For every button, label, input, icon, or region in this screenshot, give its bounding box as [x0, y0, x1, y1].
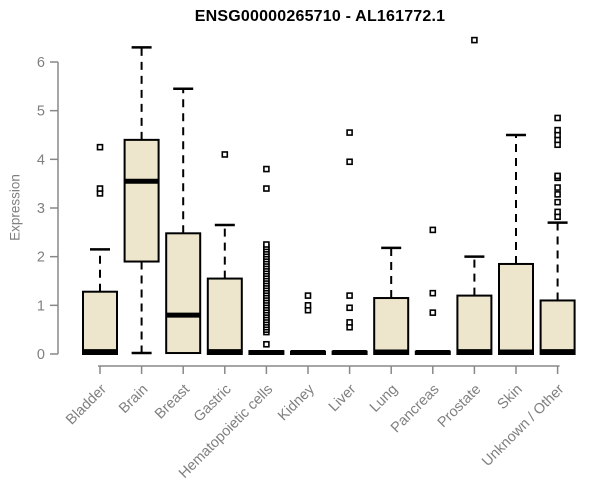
iqr-box	[539, 299, 576, 356]
iqr-box	[206, 277, 243, 356]
x-tick-label: Skin	[495, 382, 526, 413]
outlier-point	[429, 226, 437, 234]
box-group-brain	[123, 46, 160, 355]
outlier-point	[346, 129, 353, 136]
outlier-point	[346, 304, 353, 312]
iqr-box	[82, 290, 118, 355]
outlier-point	[304, 302, 312, 309]
outlier-point	[263, 340, 270, 348]
iqr-box	[456, 294, 493, 356]
outlier-point	[96, 185, 104, 192]
outlier-point	[346, 319, 353, 326]
x-tick-label: Kidney	[275, 381, 318, 424]
x-tick-label: Lung	[367, 382, 401, 416]
iqr-box	[498, 262, 534, 356]
outlier-point	[346, 158, 353, 166]
box-group-lung	[373, 246, 410, 355]
box-group-bladder	[82, 143, 118, 355]
box-group-breast	[165, 87, 202, 355]
y-axis: 0 1 2 3 4 5 6	[37, 55, 59, 363]
outlier-point	[263, 241, 270, 248]
box-group-hematopoietic-cells	[248, 165, 285, 356]
outlier-point	[554, 184, 561, 191]
box-group-skin	[498, 133, 534, 356]
outlier-point	[429, 289, 437, 297]
outlier-point	[554, 126, 561, 134]
outlier-point	[554, 208, 561, 216]
y-tick-label: 3	[37, 201, 45, 217]
outlier-point	[554, 172, 561, 180]
x-tick-label: Bladder	[63, 381, 110, 428]
outlier-point	[429, 309, 437, 316]
y-tick-label: 5	[37, 104, 45, 120]
iqr-box	[373, 297, 410, 355]
y-tick-label: 1	[37, 298, 45, 314]
x-tick-label: Brain	[116, 382, 151, 417]
box-group-liver	[331, 129, 368, 356]
x-tick-label: Prostate	[435, 382, 484, 431]
box-group-pancreas	[414, 226, 451, 356]
iqr-box	[165, 232, 202, 355]
chart-title: ENSG00000265710 - AL161772.1	[194, 8, 446, 25]
outlier-point	[221, 151, 229, 158]
y-tick-label: 0	[37, 347, 45, 363]
outlier-point	[554, 198, 561, 206]
box-group-unknown-other	[539, 114, 576, 356]
box-group-kidney	[290, 292, 326, 356]
outlier-point	[96, 143, 104, 151]
iqr-box	[123, 138, 160, 263]
outlier-point	[304, 292, 312, 299]
box-group-prostate	[456, 36, 493, 356]
x-tick-label: Liver	[326, 381, 360, 415]
y-tick-label: 6	[37, 55, 45, 71]
outlier-point	[554, 114, 561, 122]
y-tick-label: 2	[37, 250, 45, 266]
y-tick-label: 4	[37, 152, 45, 168]
outlier-point	[471, 36, 478, 44]
box-group-gastric	[206, 151, 243, 356]
x-tick-label: Breast	[152, 382, 193, 423]
outlier-point	[554, 191, 561, 198]
outlier-point	[346, 292, 353, 299]
outlier-point	[263, 185, 270, 192]
outlier-point	[263, 165, 270, 173]
